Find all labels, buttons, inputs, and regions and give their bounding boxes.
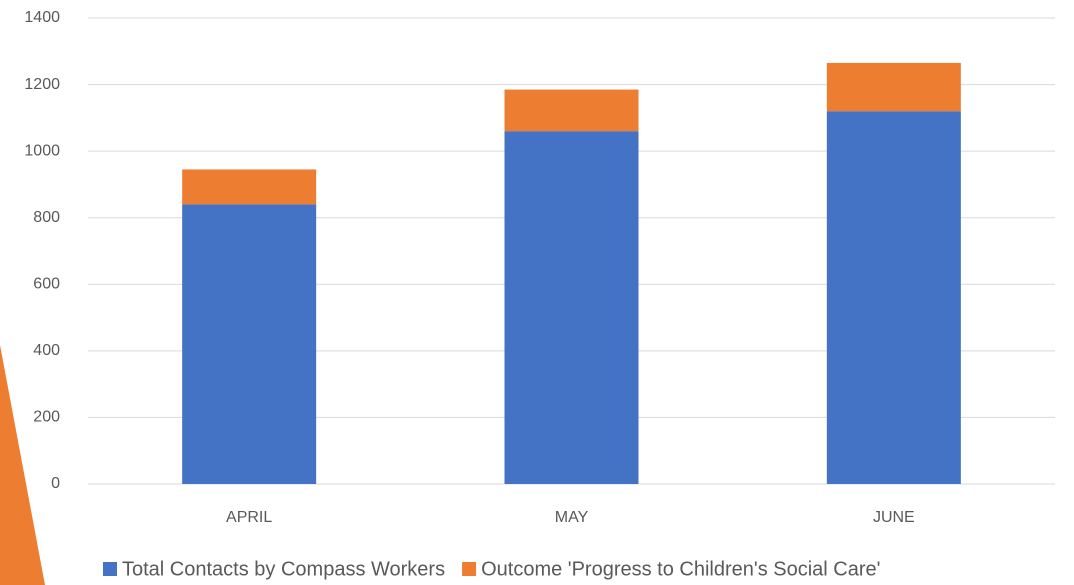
legend-label: Total Contacts by Compass Workers [122, 558, 445, 580]
bar-segment [182, 204, 317, 484]
y-tick-label: 400 [33, 342, 60, 359]
x-tick-label: APRIL [226, 509, 272, 526]
y-tick-label: 600 [33, 276, 60, 293]
x-tick-label: JUNE [873, 509, 915, 526]
x-tick-label: MAY [555, 509, 589, 526]
y-tick-label: 1400 [24, 9, 60, 26]
legend-swatch [462, 562, 477, 576]
decoration [0, 345, 45, 585]
y-tick-label: 1000 [24, 142, 60, 159]
bars [182, 62, 961, 484]
y-tick-label: 1200 [24, 76, 60, 93]
bar-segment [826, 62, 961, 112]
legend-label: Outcome 'Progress to Children's Social C… [481, 558, 880, 580]
labels: 0 200 400 600 800 1000 1200 1400 APRIL MAY JUNE [24, 9, 914, 526]
bar-segment [826, 111, 961, 484]
legend: Total Contacts by Compass Workers Outcome… [103, 558, 880, 580]
bar-segment [504, 89, 639, 132]
bar-segment [504, 131, 639, 484]
y-tick-label: 800 [33, 209, 60, 226]
y-tick-label: 0 [51, 475, 60, 492]
legend-swatch [103, 562, 117, 576]
bar-segment [182, 169, 317, 205]
y-tick-label: 200 [33, 409, 60, 426]
